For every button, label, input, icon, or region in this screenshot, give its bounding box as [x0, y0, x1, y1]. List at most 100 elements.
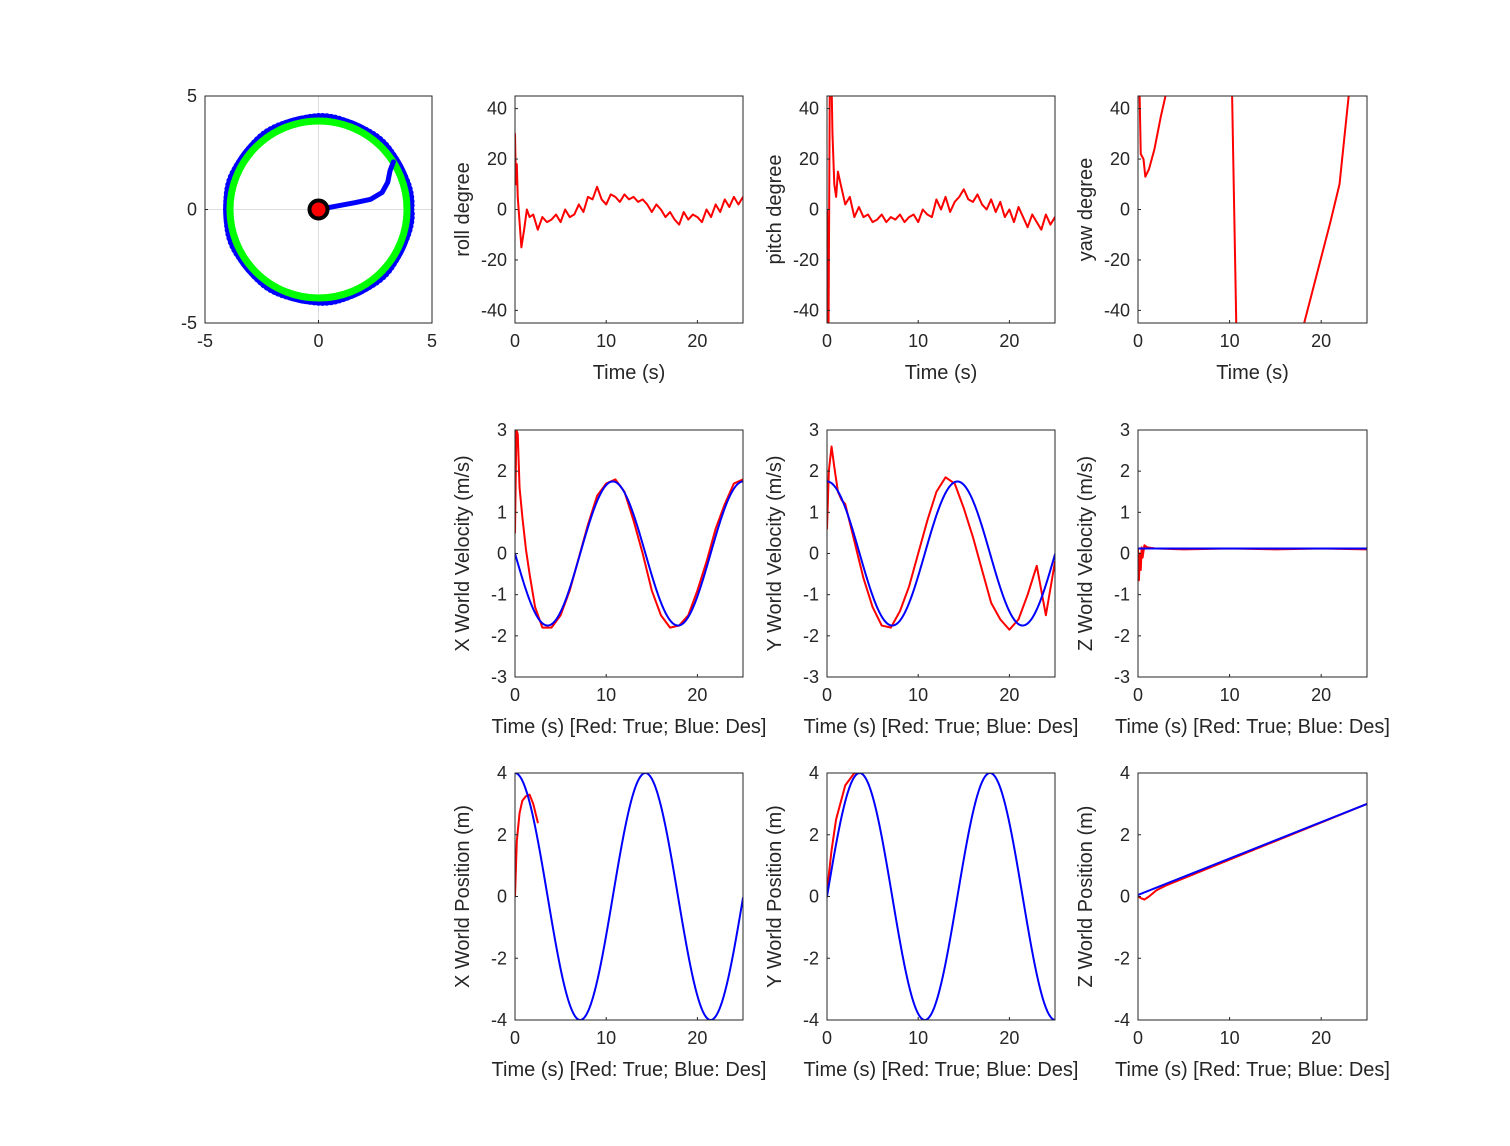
- y-tick-label: 0: [1120, 200, 1130, 220]
- y-tick-label: -40: [1104, 300, 1130, 320]
- subplot-xpos: 0 10 20 -4 -2 0 2 4 Time (s) [Red: True; Blue: D…: [452, 763, 766, 1081]
- y-axis-label: X World Velocity (m/s): [452, 455, 474, 651]
- y-tick-label: 40: [1110, 99, 1130, 119]
- y-tick-label: -40: [793, 300, 819, 320]
- y-tick-label: 0: [1120, 544, 1130, 564]
- x-tick-label: 0: [510, 685, 520, 705]
- y-axis-label: Y World Velocity (m/s): [764, 456, 786, 652]
- series-line-0: [515, 132, 743, 249]
- subplot-pitch: 0 10 20 -40 -20 0 20 40 Time (s) pitch degree: [764, 95, 1056, 384]
- axes-background: [1138, 96, 1367, 323]
- y-tick-label: 0: [809, 544, 819, 564]
- y-tick-label: 1: [1120, 502, 1130, 522]
- y-tick-label: 0: [187, 200, 197, 220]
- axes-background: [827, 430, 1055, 677]
- y-tick-label: 4: [1120, 763, 1130, 783]
- plot-area: [223, 113, 415, 306]
- y-tick-label: -3: [803, 667, 819, 687]
- y-tick-label: -2: [1114, 948, 1130, 968]
- subplot-zpos: 0 10 20 -4 -2 0 2 4 Time (s) [Red: True; Blue: D…: [1075, 763, 1390, 1081]
- y-tick-label: -40: [481, 300, 507, 320]
- y-tick-label: 4: [809, 763, 819, 783]
- trajectory-marker: [404, 210, 411, 217]
- plot-area: [1138, 544, 1367, 582]
- y-tick-label: -4: [803, 1010, 819, 1030]
- plot-area: [515, 132, 743, 249]
- x-tick-label: 0: [822, 1028, 832, 1048]
- plot-area: [827, 96, 1055, 323]
- axes-background: [515, 96, 743, 323]
- series-line-1: [1138, 802, 1367, 896]
- x-tick-label: 0: [822, 685, 832, 705]
- series-line-1: [827, 480, 1055, 627]
- x-tick-label: -5: [197, 331, 213, 351]
- x-tick-label: 10: [908, 1028, 928, 1048]
- y-tick-label: 2: [497, 461, 507, 481]
- y-tick-label: -1: [491, 585, 507, 605]
- y-axis-label: Y World Position (m): [764, 805, 786, 988]
- y-tick-label: -20: [1104, 250, 1130, 270]
- series-line-0: [1138, 96, 1350, 323]
- y-tick-label: 20: [1110, 149, 1130, 169]
- y-tick-label: -4: [491, 1010, 507, 1030]
- x-tick-label: 0: [1133, 331, 1143, 351]
- x-axis-label: Time (s): [1216, 362, 1289, 384]
- y-tick-label: -1: [803, 585, 819, 605]
- y-tick-label: -2: [491, 948, 507, 968]
- y-tick-label: 0: [497, 544, 507, 564]
- y-axis-label: yaw degree: [1075, 158, 1097, 261]
- y-axis-label: pitch degree: [764, 154, 786, 264]
- y-tick-label: 0: [497, 887, 507, 907]
- y-tick-label: 20: [487, 149, 507, 169]
- y-axis-label: Z World Velocity (m/s): [1075, 456, 1097, 651]
- axes-background: [827, 773, 1055, 1020]
- y-tick-label: -3: [491, 667, 507, 687]
- x-tick-label: 0: [510, 1028, 520, 1048]
- x-tick-label: 20: [687, 1028, 707, 1048]
- plot-area: [827, 773, 1055, 1020]
- y-tick-label: 0: [1120, 887, 1130, 907]
- subplot-yaw: 0 10 20 -40 -20 0 20 40 Time (s) yaw degree: [1075, 95, 1368, 384]
- series-line-0: [515, 430, 743, 629]
- y-axis-label: Z World Position (m): [1075, 806, 1097, 988]
- x-tick-label: 0: [822, 331, 832, 351]
- subplot-roll: 0 10 20 -40 -20 0 20 40 Time (s) roll degree: [452, 95, 744, 384]
- x-tick-label: 20: [1311, 331, 1331, 351]
- y-tick-label: 2: [809, 461, 819, 481]
- plot-area: [1138, 96, 1350, 323]
- x-axis-label: Time (s) [Red: True; Blue: Des]: [1115, 716, 1390, 738]
- series-line-0: [515, 793, 539, 898]
- x-tick-label: 10: [596, 685, 616, 705]
- x-axis-label: Time (s): [905, 362, 978, 384]
- plot-area: [515, 430, 743, 629]
- x-axis-label: Time (s) [Red: True; Blue: Des]: [1115, 1059, 1390, 1081]
- trajectory-band-1: [226, 117, 411, 302]
- y-tick-label: -2: [1114, 626, 1130, 646]
- x-axis-label: Time (s) [Red: True; Blue: Des]: [804, 716, 1079, 738]
- plot-area: [827, 445, 1055, 631]
- series-line-1: [515, 773, 743, 1020]
- x-tick-label: 10: [908, 331, 928, 351]
- subplot-xvel: 0 10 20 -3 -2 -1 0 1 2 3 Time (s) [Red: True; Blue…: [452, 420, 766, 738]
- series-line-1: [827, 773, 1055, 1020]
- series-line-0: [1138, 802, 1367, 901]
- x-tick-label: 0: [1133, 685, 1143, 705]
- y-tick-label: 3: [1120, 420, 1130, 440]
- y-tick-label: 40: [487, 99, 507, 119]
- y-tick-label: 1: [497, 502, 507, 522]
- y-tick-label: -3: [1114, 667, 1130, 687]
- axes-background: [1138, 430, 1367, 677]
- y-tick-label: 2: [809, 825, 819, 845]
- axes-background: [1138, 773, 1367, 1020]
- x-tick-label: 10: [1220, 1028, 1240, 1048]
- series-line-0: [827, 96, 1055, 323]
- y-tick-label: 2: [1120, 825, 1130, 845]
- y-tick-label: 20: [799, 149, 819, 169]
- y-tick-label: 0: [497, 200, 507, 220]
- x-axis-label: Time (s) [Red: True; Blue: Des]: [492, 716, 767, 738]
- x-axis-label: Time (s) [Red: True; Blue: Des]: [804, 1059, 1079, 1081]
- y-tick-label: -2: [803, 626, 819, 646]
- x-tick-label: 10: [908, 685, 928, 705]
- y-tick-label: -1: [1114, 585, 1130, 605]
- subplot-traj: -5 0 5 -5 0 5: [181, 86, 437, 351]
